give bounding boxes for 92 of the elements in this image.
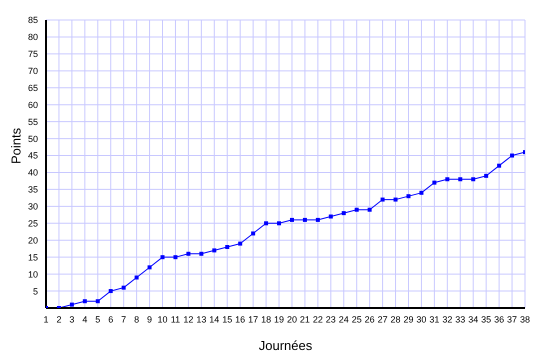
point	[484, 174, 488, 178]
x-tick-label: 21	[300, 314, 310, 324]
point	[458, 177, 462, 182]
y-tick-label: 75	[28, 49, 38, 60]
point	[432, 180, 436, 185]
x-tick-label: 12	[183, 314, 194, 324]
point	[96, 299, 100, 304]
x-tick-label: 19	[274, 314, 284, 324]
point	[316, 218, 320, 222]
x-tick-label: 23	[326, 314, 336, 324]
x-tick-label: 37	[507, 314, 518, 324]
x-tick-label: 33	[455, 314, 466, 324]
point	[445, 177, 450, 182]
x-tick-label: 26	[364, 314, 375, 324]
point	[70, 302, 74, 307]
y-tick-label: 10	[28, 269, 38, 280]
point	[328, 214, 333, 219]
y-tick-label: 25	[28, 218, 38, 228]
point	[419, 190, 424, 195]
point	[277, 221, 282, 226]
y-tick-label: 50	[28, 134, 38, 144]
point	[108, 289, 113, 294]
point	[342, 211, 346, 216]
point	[264, 221, 268, 226]
x-tick-label: 3	[69, 314, 74, 324]
x-tick-label: 31	[429, 314, 440, 324]
point	[302, 218, 307, 222]
y-tick-label: 45	[28, 150, 38, 161]
x-tick-label: 5	[95, 314, 100, 324]
x-tick-label: 15	[222, 314, 232, 324]
y-tick-label: 55	[28, 116, 38, 127]
y-tick-label: 65	[28, 82, 38, 93]
point	[406, 194, 410, 198]
x-tick-label: 28	[390, 314, 401, 324]
x-tick-label: 30	[416, 314, 426, 324]
x-tick-label: 4	[82, 314, 88, 324]
point	[212, 248, 216, 252]
y-tick-label: 20	[28, 235, 38, 246]
point	[368, 208, 372, 212]
y-tick-label: 30	[28, 202, 38, 212]
point	[225, 245, 230, 250]
x-tick-label: 7	[121, 314, 126, 324]
x-tick-label: 36	[494, 314, 504, 324]
x-tick-label: 9	[147, 314, 152, 324]
x-tick-label: 38	[520, 314, 530, 324]
point	[160, 255, 165, 260]
x-tick-label: 14	[209, 314, 220, 324]
x-tick-label: 18	[261, 314, 272, 324]
x-tick-label: 17	[248, 314, 258, 324]
y-tick-label: 15	[28, 252, 38, 262]
point	[380, 198, 385, 202]
y-tick-label: 40	[28, 168, 38, 178]
point	[186, 252, 190, 256]
y-tick-label: 35	[28, 184, 38, 195]
x-tick-label: 35	[481, 314, 492, 324]
x-tick-label: 6	[108, 314, 114, 324]
y-tick-label: 70	[28, 66, 38, 76]
x-tick-label: 16	[235, 314, 246, 324]
x-tick-label: 32	[442, 314, 452, 324]
x-tick-label: 2	[56, 314, 62, 324]
x-tick-label: 1	[43, 314, 49, 324]
y-tick-label: 5	[32, 286, 38, 296]
y-tick-label: 60	[28, 100, 38, 110]
point	[510, 154, 514, 158]
point	[134, 276, 139, 280]
point	[199, 252, 204, 256]
x-tick-label: 22	[312, 314, 323, 324]
y-tick-label: 85	[28, 15, 38, 26]
x-tick-label: 24	[338, 314, 349, 324]
point	[238, 242, 242, 246]
point	[394, 198, 398, 202]
y-axis-title: Points	[8, 127, 24, 164]
y-tick-label: 80	[28, 32, 38, 42]
x-tick-label: 20	[286, 314, 297, 324]
x-axis-title: Journées	[258, 338, 313, 353]
x-tick-label: 8	[134, 314, 140, 324]
point	[497, 164, 502, 168]
x-tick-label: 13	[196, 314, 206, 324]
point	[82, 299, 87, 304]
point	[251, 231, 256, 236]
x-tick-label: 11	[170, 314, 180, 324]
point	[173, 255, 178, 260]
x-tick-label: 10	[158, 314, 168, 324]
point	[122, 286, 126, 290]
x-tick-label: 34	[468, 314, 478, 324]
x-tick-label: 27	[378, 314, 388, 324]
point	[471, 177, 476, 182]
point	[354, 208, 359, 212]
point	[290, 218, 294, 222]
point	[148, 265, 152, 270]
x-tick-label: 25	[352, 314, 362, 324]
x-tick-label: 29	[403, 314, 414, 324]
